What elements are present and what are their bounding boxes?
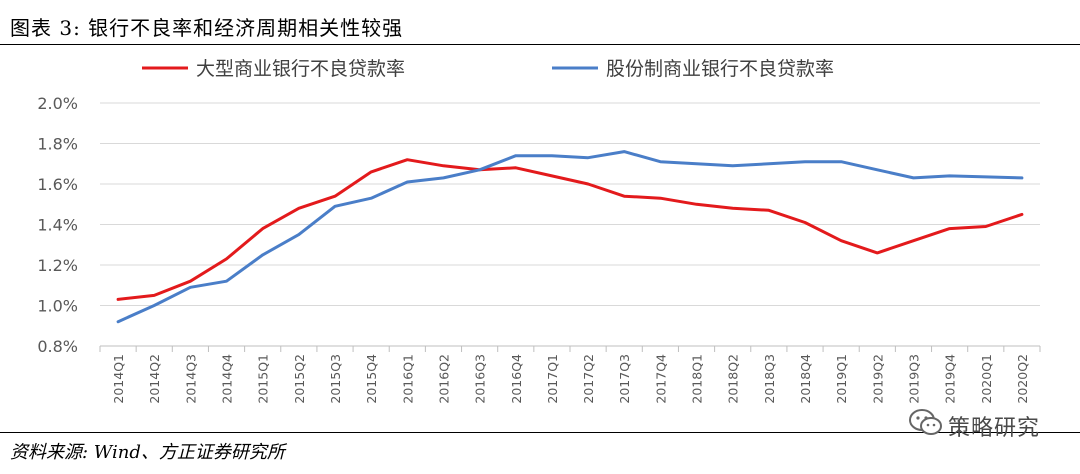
y-tick-label: 1.2% xyxy=(37,256,78,275)
footer-rule xyxy=(0,432,1080,433)
x-tick-label: 2014Q4 xyxy=(220,354,235,404)
header-rule xyxy=(0,44,1080,45)
x-tick-label: 2016Q4 xyxy=(509,354,524,404)
x-tick-label: 2015Q4 xyxy=(364,354,379,404)
x-tick-label: 2020Q2 xyxy=(1015,354,1030,404)
x-tick-label: 2015Q1 xyxy=(256,354,271,404)
x-tick-label: 2018Q4 xyxy=(798,354,813,404)
source-note: 资料来源: Wind、方正证券研究所 xyxy=(10,442,285,463)
y-tick-label: 1.0% xyxy=(37,297,78,316)
figure-title: 图表 3: 银行不良率和经济周期相关性较强 xyxy=(10,16,404,40)
y-tick-label: 2.0% xyxy=(37,94,78,113)
x-tick-label: 2017Q2 xyxy=(581,354,596,404)
x-tick-label: 2018Q1 xyxy=(690,354,705,404)
series-line-1 xyxy=(116,158,1024,301)
y-tick-label: 0.8% xyxy=(37,337,78,356)
x-tick-label: 2014Q3 xyxy=(183,354,198,404)
x-tick-label: 2019Q2 xyxy=(870,354,885,404)
y-tick-label: 1.4% xyxy=(37,216,78,235)
series-line-2 xyxy=(116,150,1024,324)
x-tick-label: 2014Q1 xyxy=(111,354,126,404)
x-tick-label: 2017Q1 xyxy=(545,354,560,404)
x-tick-label: 2019Q4 xyxy=(943,354,958,404)
y-tick-label: 1.8% xyxy=(37,135,78,154)
legend-label: 大型商业银行不良贷款率 xyxy=(196,58,405,80)
x-tick-label: 2017Q3 xyxy=(617,354,632,404)
figure-header: 图表 3: 银行不良率和经济周期相关性较强 xyxy=(0,0,1080,44)
x-tick-label: 2014Q2 xyxy=(147,354,162,404)
x-tick-label: 2016Q2 xyxy=(436,354,451,404)
x-tick-label: 2016Q3 xyxy=(473,354,488,404)
line-chart: 0.8% 1.0% 1.2% 1.4% 1.6% 1.8% 2.0% 2014Q1 2014Q2… xyxy=(37,58,1041,404)
x-tick-label: 2018Q3 xyxy=(762,354,777,404)
watermark-text: 策略研究 xyxy=(948,416,1041,441)
x-tick-label: 2019Q3 xyxy=(906,354,921,404)
x-tick-label: 2018Q2 xyxy=(726,354,741,404)
x-tick-label: 2016Q1 xyxy=(400,354,415,404)
wechat-icon xyxy=(909,409,942,435)
y-tick-label: 1.6% xyxy=(37,175,78,194)
x-tick-label: 2017Q4 xyxy=(653,354,668,404)
x-tick-label: 2015Q3 xyxy=(328,354,343,404)
x-tick-label: 2020Q1 xyxy=(979,354,994,404)
legend-label: 股份制商业银行不良贷款率 xyxy=(606,58,834,80)
watermark: 策略研究 xyxy=(908,404,1058,444)
x-tick-label: 2019Q1 xyxy=(834,354,849,404)
x-tick-label: 2015Q2 xyxy=(292,354,307,404)
